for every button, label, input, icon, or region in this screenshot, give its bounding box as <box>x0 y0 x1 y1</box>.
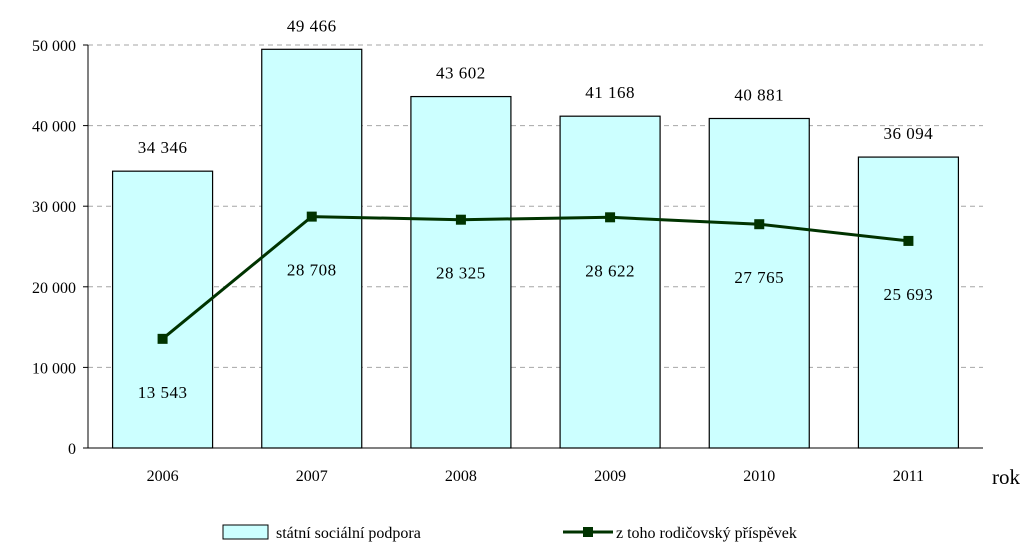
bar-value-label: 40 881 <box>734 85 784 104</box>
y-tick-label: 20 000 <box>32 280 76 297</box>
line-value-label: 28 622 <box>585 261 635 280</box>
x-axis-title: rok <box>992 465 1020 489</box>
bar-value-label: 41 168 <box>585 83 635 102</box>
y-tick-label: 40 000 <box>32 119 76 136</box>
legend-item-line: z toho rodičovský příspěvek <box>563 525 797 542</box>
bar-value-label: 49 466 <box>287 16 337 35</box>
data-labels: 34 346 49 466 43 602 41 168 40 881 36 094 13 5… <box>138 16 934 402</box>
line-point <box>455 214 466 225</box>
legend-bar-swatch <box>222 524 269 540</box>
y-tick-label: 0 <box>68 441 76 458</box>
bar <box>261 48 363 449</box>
bar-value-label: 36 094 <box>884 124 934 143</box>
y-tick-label: 30 000 <box>32 199 76 216</box>
y-axis: 0 10 000 20 000 30 000 40 000 50 000 <box>32 38 89 458</box>
bar-value-label: 34 346 <box>138 138 188 157</box>
bar <box>708 117 810 449</box>
line-point <box>903 235 914 246</box>
series-line <box>161 215 909 341</box>
x-tick-label: 2011 <box>893 468 924 485</box>
line-value-label: 28 708 <box>287 261 337 280</box>
line-point <box>605 212 616 223</box>
bar <box>559 115 661 449</box>
line-series <box>157 211 914 344</box>
line-value-label: 13 543 <box>138 383 188 402</box>
line-value-label: 28 325 <box>436 264 486 283</box>
x-axis: 2006 2007 2008 2009 2010 2011 <box>88 447 983 485</box>
legend-line-marker <box>583 527 593 537</box>
legend-bar-label: státní sociální podpora <box>276 525 421 542</box>
x-tick-label: 2009 <box>594 468 626 485</box>
x-tick-label: 2008 <box>445 468 477 485</box>
bar <box>857 156 960 449</box>
line-point <box>157 333 168 344</box>
line-value-label: 27 765 <box>734 268 784 287</box>
y-tick-label: 50 000 <box>32 38 76 55</box>
bar <box>410 95 512 449</box>
bar-value-label: 43 602 <box>436 64 486 83</box>
y-tick-label: 10 000 <box>32 360 76 377</box>
bar <box>111 170 214 449</box>
x-tick-label: 2006 <box>147 468 179 485</box>
bar-series <box>111 48 960 449</box>
x-tick-label: 2007 <box>296 468 328 485</box>
legend-item-bar: státní sociální podpora <box>222 524 421 542</box>
line-point <box>754 219 765 230</box>
legend-line-label: z toho rodičovský příspěvek <box>616 525 797 542</box>
x-tick-label: 2010 <box>743 468 775 485</box>
line-value-label: 25 693 <box>884 285 934 304</box>
line-point <box>306 211 317 222</box>
gridlines <box>88 44 983 368</box>
legend: státní sociální podpora z toho rodičovsk… <box>222 524 797 542</box>
